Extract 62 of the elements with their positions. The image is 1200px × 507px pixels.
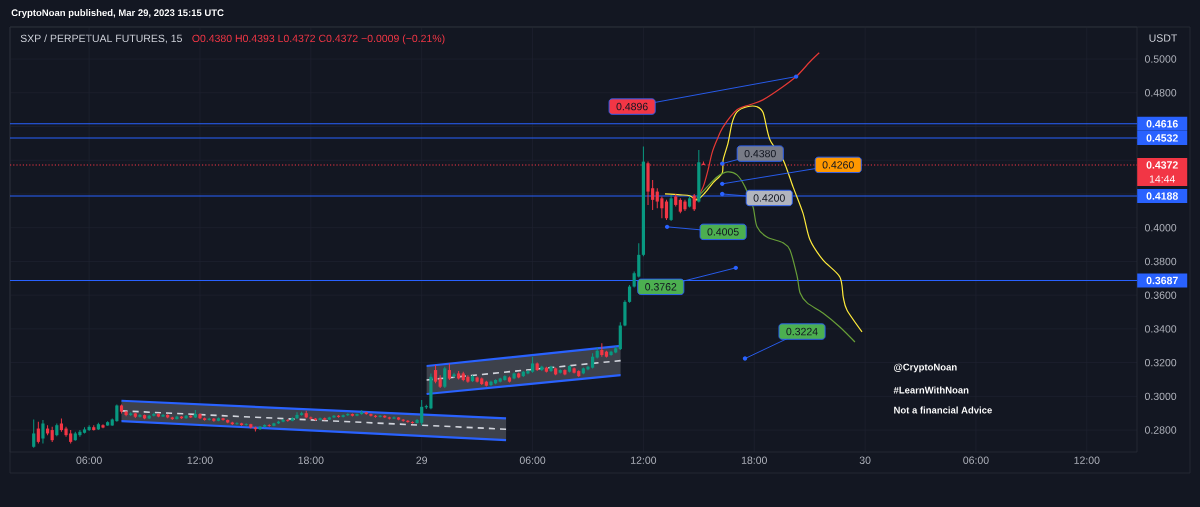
x-tick-label: 18:00 [298, 456, 324, 464]
candlestick [235, 421, 239, 426]
candlestick [258, 425, 262, 431]
y-tick-label: 0.4800 [1144, 89, 1177, 97]
y-tick-label: 0.2800 [1144, 426, 1177, 434]
candlestick [286, 418, 290, 423]
y-tick-label: 0.3000 [1144, 392, 1177, 401]
annotation: 0.4005 [707, 228, 739, 236]
x-tick-label: 12:00 [1074, 456, 1100, 464]
candlestick [623, 299, 627, 327]
candlestick [443, 366, 447, 389]
candlestick [369, 412, 373, 418]
x-tick-label: 29 [416, 456, 428, 464]
ref-line-label: 0.4188 [1146, 192, 1178, 200]
candlestick [87, 424, 91, 432]
candlestick [660, 195, 664, 219]
y-tick-label: 0.3600 [1144, 291, 1177, 299]
ref-line-label: 0.4616 [1146, 120, 1178, 128]
candlestick [244, 422, 248, 427]
candlestick [641, 146, 645, 257]
x-tick-label: 12:00 [631, 456, 657, 464]
candlestick [664, 199, 669, 221]
x-tick-label: 06:00 [76, 456, 102, 464]
ref-line-label: 0.4372 [1146, 161, 1178, 169]
annotation: 0.4380 [744, 149, 776, 158]
y-tick-label: 0.5000 [1144, 55, 1177, 63]
candlestick [295, 411, 299, 420]
candlestick [78, 429, 82, 438]
x-tick-label: 30 [859, 456, 871, 464]
x-tick-label: 18:00 [741, 456, 767, 464]
annotation: @CryptoNoan [894, 363, 957, 373]
ref-line-label: 0.3687 [1146, 276, 1178, 285]
annotation: 0.4200 [753, 194, 785, 202]
annotation: #LearnWithNoan [893, 386, 969, 394]
candlestick [452, 372, 456, 379]
y-axis-title: USDT [1149, 34, 1178, 42]
y-tick-label: 0.3800 [1144, 257, 1177, 266]
candlestick [41, 419, 45, 445]
annotation: Not a financial Advice [894, 406, 992, 414]
candlestick [618, 321, 622, 351]
candlestick [36, 421, 40, 445]
text: SXP / PERPETUAL FUTURES, 15 [20, 34, 182, 44]
annotation: 0.4260 [822, 161, 854, 169]
x-tick-label: 12:00 [187, 456, 213, 464]
candlestick [429, 372, 433, 410]
y-tick-label: 0.3200 [1144, 358, 1177, 367]
text: 14:44 [1149, 175, 1176, 183]
candlestick [655, 187, 659, 209]
chart-title: CryptoNoan published, Mar 29, 2023 15:15 UTC [11, 9, 224, 18]
ref-line-label: 0.4532 [1146, 134, 1178, 142]
x-tick-label: 06:00 [963, 456, 989, 464]
annotation: 0.3224 [786, 327, 818, 336]
x-tick-label: 06:00 [519, 456, 546, 464]
annotation: 0.4896 [616, 102, 648, 111]
annotation: 0.3762 [645, 283, 677, 291]
y-tick-label: 0.4000 [1144, 223, 1177, 232]
candlestick [697, 149, 701, 203]
annotation: O0.4380 H0.4393 L0.4372 C0.4372 −0.0009 (−0.21%) [192, 34, 445, 45]
y-tick-label: 0.3400 [1144, 325, 1177, 333]
candlestick [669, 194, 673, 222]
candlestick [32, 418, 36, 449]
candlestick [433, 364, 438, 384]
